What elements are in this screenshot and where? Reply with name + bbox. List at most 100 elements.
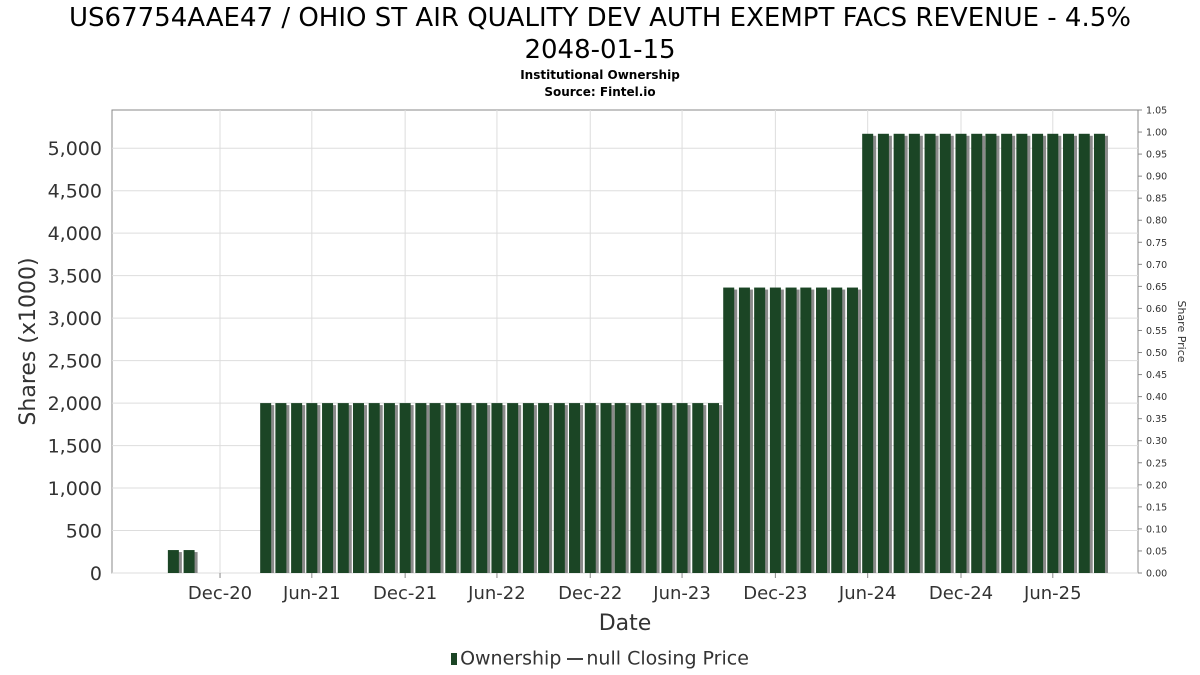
- y2-tick-label: 0.00: [1146, 569, 1167, 580]
- ownership-bar: [800, 287, 812, 573]
- ownership-bar: [1078, 133, 1090, 573]
- ownership-bar: [754, 287, 766, 573]
- ownership-bar: [1016, 133, 1028, 573]
- ownership-bar: [862, 133, 874, 573]
- chart-title-line2: 2048-01-15: [524, 35, 676, 65]
- y2-tick-label: 0.10: [1146, 524, 1167, 535]
- x-tick-label: Jun-21: [282, 583, 341, 604]
- ownership-bar: [368, 403, 380, 573]
- y2-tick-label: 0.55: [1146, 326, 1167, 337]
- x-tick-label: Dec-21: [373, 583, 437, 604]
- y2-tick-label: 0.95: [1146, 150, 1167, 161]
- ownership-bar: [322, 403, 334, 573]
- y2-tick-label: 0.45: [1146, 370, 1167, 381]
- ownership-bar: [460, 403, 472, 573]
- x-tick-label: Dec-23: [743, 583, 807, 604]
- y-axis-label: Shares (x1000): [16, 257, 41, 425]
- chart-title: US67754AAE47 / OHIO ST AIR QUALITY DEV A…: [0, 2, 1200, 66]
- y2-tick-label: 0.65: [1146, 282, 1167, 293]
- ownership-bar: [306, 403, 318, 573]
- ownership-bar: [630, 403, 642, 573]
- y-tick-label: 4,500: [48, 181, 102, 203]
- ownership-bar: [429, 403, 441, 573]
- ownership-bar: [445, 403, 457, 573]
- y-tick-label: 2,000: [48, 393, 102, 415]
- ownership-bar: [275, 403, 287, 573]
- y-tick-label: 1,500: [48, 436, 102, 458]
- chart-source: Source: Fintel.io: [544, 85, 656, 99]
- y2-tick-label: 0.40: [1146, 392, 1167, 403]
- ownership-bar: [553, 403, 565, 573]
- ownership-bar: [692, 403, 704, 573]
- ownership-bar: [708, 403, 720, 573]
- ownership-bar: [831, 287, 843, 573]
- y-tick-label: 4,000: [48, 223, 102, 245]
- y2-tick-label: 0.25: [1146, 458, 1167, 469]
- y2-tick-label: 1.05: [1146, 106, 1167, 117]
- ownership-bar: [476, 403, 488, 573]
- ownership-bar: [1047, 133, 1059, 573]
- x-tick-label: Jun-25: [1023, 583, 1082, 604]
- y-tick-label: 2,500: [48, 351, 102, 373]
- ownership-bar: [491, 403, 503, 573]
- y-tick-label: 3,000: [48, 308, 102, 330]
- ownership-bar: [291, 403, 303, 573]
- y-tick-label: 500: [66, 521, 102, 543]
- ownership-bar: [924, 133, 936, 573]
- price-legend-label: null Closing Price: [586, 647, 749, 670]
- ownership-bar: [846, 287, 858, 573]
- y-tick-label: 1,000: [48, 478, 102, 500]
- y2-tick-label: 0.05: [1146, 546, 1167, 557]
- y2-tick-label: 0.80: [1146, 216, 1167, 227]
- ownership-legend-label: Ownership: [460, 647, 562, 670]
- y2-tick-label: 0.60: [1146, 304, 1167, 315]
- ownership-bar: [723, 287, 735, 573]
- ownership-bar: [893, 133, 905, 573]
- x-axis-label: Date: [599, 611, 652, 636]
- ownership-bar: [1001, 133, 1013, 573]
- y2-axis-label: Share Price: [1175, 300, 1188, 362]
- ownership-bar: [1063, 133, 1075, 573]
- ownership-bar: [260, 403, 272, 573]
- ownership-bar: [167, 550, 179, 573]
- y2-tick-label: 0.70: [1146, 260, 1167, 271]
- ownership-bar: [600, 403, 612, 573]
- y2-tick-label: 1.00: [1146, 128, 1167, 139]
- y2-tick-label: 0.15: [1146, 502, 1167, 513]
- chart-title-line1: US67754AAE47 / OHIO ST AIR QUALITY DEV A…: [69, 3, 1131, 33]
- y-tick-label: 0: [90, 563, 102, 585]
- x-tick-label: Dec-24: [929, 583, 993, 604]
- y2-tick-label: 0.75: [1146, 238, 1167, 249]
- ownership-bar: [507, 403, 519, 573]
- y2-tick-label: 0.90: [1146, 172, 1167, 183]
- ownership-bar: [352, 403, 364, 573]
- x-tick-label: Jun-23: [652, 583, 711, 604]
- ownership-bar: [955, 133, 967, 573]
- ownership-bar: [383, 403, 395, 573]
- ownership-bar: [1093, 133, 1105, 573]
- y2-tick-label: 0.50: [1146, 348, 1167, 359]
- x-tick-label: Jun-22: [467, 583, 526, 604]
- y2-tick-label: 0.30: [1146, 436, 1167, 447]
- ownership-bar: [971, 133, 983, 573]
- ownership-bar: [769, 287, 781, 573]
- ownership-bar: [676, 403, 688, 573]
- ownership-bar: [614, 403, 626, 573]
- ownership-bar: [877, 133, 889, 573]
- y-tick-label: 3,500: [48, 266, 102, 288]
- ownership-bar: [538, 403, 550, 573]
- x-tick-label: Jun-24: [838, 583, 897, 604]
- ownership-bar: [908, 133, 920, 573]
- ownership-bar: [415, 403, 427, 573]
- ownership-bar: [337, 403, 349, 573]
- ownership-bar: [645, 403, 657, 573]
- x-tick-label: Dec-22: [558, 583, 622, 604]
- ownership-bar: [816, 287, 828, 573]
- ownership-bar: [399, 403, 411, 573]
- ownership-bar: [985, 133, 997, 573]
- ownership-legend-swatch: [451, 652, 458, 665]
- ownership-bar: [785, 287, 797, 573]
- ownership-bar: [661, 403, 673, 573]
- y-tick-label: 5,000: [48, 138, 102, 160]
